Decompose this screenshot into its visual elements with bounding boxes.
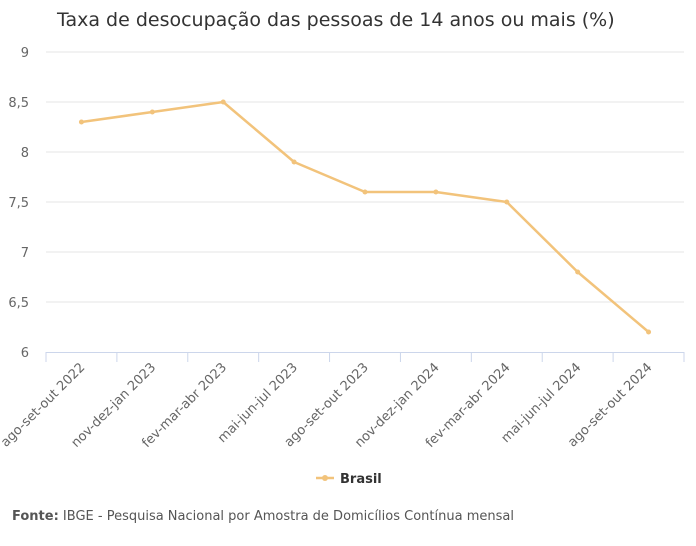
data-point [646, 329, 652, 335]
data-point [504, 199, 510, 205]
series-line-brasil [80, 100, 650, 334]
data-point [149, 109, 155, 115]
chart-title: Taxa de desocupação das pessoas de 14 an… [57, 9, 615, 31]
data-point [575, 269, 581, 275]
y-tick-label: 7 [21, 246, 29, 261]
legend-swatch-marker [322, 475, 328, 481]
legend-label: Brasil [340, 472, 382, 487]
data-point [291, 159, 297, 165]
y-tick-label: 8,5 [8, 96, 29, 111]
source-note: Fonte: IBGE - Pesquisa Nacional por Amos… [12, 509, 514, 524]
data-point [220, 99, 226, 105]
y-tick-label: 7,5 [8, 196, 29, 211]
data-point [78, 119, 84, 125]
y-tick-label: 6,5 [8, 296, 29, 311]
source-text: IBGE - Pesquisa Nacional por Amostra de … [62, 509, 514, 524]
data-point [362, 189, 368, 195]
y-tick-label: 8 [21, 146, 29, 161]
source-label: Fonte: [12, 509, 59, 524]
y-tick-label: 6 [21, 346, 29, 361]
y-tick-label: 9 [21, 46, 29, 61]
data-point [433, 189, 439, 195]
